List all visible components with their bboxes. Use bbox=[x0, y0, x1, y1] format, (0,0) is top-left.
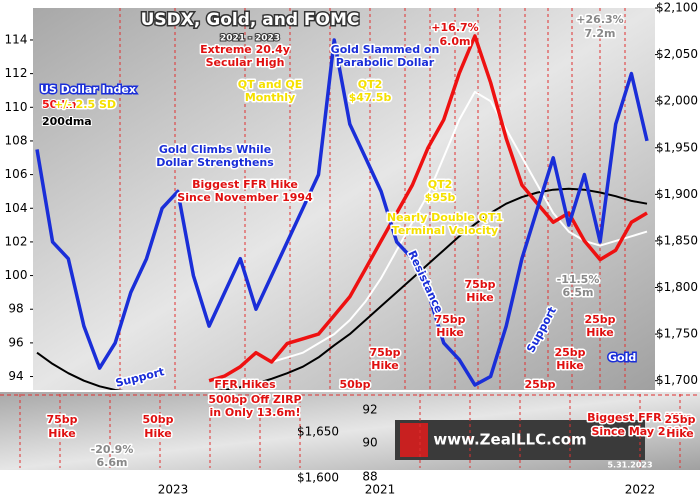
y-tick-label: 112 bbox=[5, 66, 28, 80]
logo-icon bbox=[400, 423, 428, 457]
annotation: Hike bbox=[144, 427, 171, 440]
annotation: Hike bbox=[371, 359, 398, 372]
annotation: Terminal Velocity bbox=[392, 224, 498, 237]
annotation: $1,650 bbox=[297, 425, 339, 439]
annotation: 75bp bbox=[434, 313, 465, 326]
annotation: 25bp bbox=[524, 378, 555, 391]
annotation: 50bp bbox=[339, 378, 370, 391]
annotation: 6.5m bbox=[563, 286, 594, 299]
y2-tick-label: $2,050 bbox=[656, 47, 698, 61]
annotation: Extreme 20.4y bbox=[200, 43, 290, 56]
annotation: 2021 bbox=[365, 483, 396, 497]
annotation: Biggest FFR Hike bbox=[192, 178, 298, 191]
annotation: 75bp bbox=[464, 278, 495, 291]
annotation: 88 bbox=[362, 470, 377, 484]
y-tick-label: 100 bbox=[5, 268, 28, 282]
y2-tick-label: $1,700 bbox=[656, 373, 698, 387]
series-line bbox=[35, 38, 649, 387]
series-line bbox=[208, 34, 648, 383]
annotation: Biggest FFR Hike bbox=[587, 411, 693, 424]
legend-label: 200dma bbox=[42, 115, 92, 128]
y-tick-label: 104 bbox=[5, 201, 28, 215]
annotation: 90 bbox=[362, 436, 377, 450]
annotation: Hike bbox=[556, 359, 583, 372]
y2-tick-label: $1,800 bbox=[656, 280, 698, 294]
annotation: 7.2m bbox=[585, 27, 616, 40]
annotation: Since May 2000 bbox=[592, 425, 689, 438]
annotation: -20.9% bbox=[91, 443, 134, 456]
y-tick-label: 110 bbox=[5, 100, 28, 114]
annotation: +/- 2.5 SD bbox=[54, 98, 116, 111]
y-tick-label: 108 bbox=[5, 133, 28, 147]
y2-tick-label: $1,750 bbox=[656, 327, 698, 341]
annotation: Hike bbox=[466, 291, 493, 304]
annotation: Hike bbox=[666, 427, 693, 440]
annotation: in Only 13.6m! bbox=[209, 406, 300, 419]
y2-tick-label: $2,100 bbox=[656, 1, 698, 15]
annotation: Hike bbox=[436, 326, 463, 339]
annotation: 25bp bbox=[584, 313, 615, 326]
annotation: 25bp bbox=[554, 346, 585, 359]
annotation: $1,600 bbox=[297, 471, 339, 485]
y-tick-label: 94 bbox=[8, 369, 23, 383]
annotation: 75bp bbox=[46, 413, 77, 426]
annotation: Monthly bbox=[245, 91, 295, 104]
y-tick-label: 98 bbox=[8, 302, 23, 316]
y-tick-label: 114 bbox=[5, 32, 28, 46]
y2-tick-label: $1,850 bbox=[656, 233, 698, 247]
annotation: FFR Hikes bbox=[214, 378, 276, 391]
series-line bbox=[36, 187, 648, 390]
annotation: Since November 1994 bbox=[177, 191, 313, 204]
annotation: 75bp bbox=[369, 346, 400, 359]
annotation: 6.6m bbox=[97, 456, 128, 469]
annotation: QT2 bbox=[358, 78, 383, 91]
annotation: www.ZealLLC.com bbox=[433, 431, 586, 449]
annotation: 500bp Off ZIRP bbox=[208, 393, 301, 406]
annotation: Hike bbox=[48, 427, 75, 440]
annotation: Dollar Strengthens bbox=[156, 156, 274, 169]
y-tick-label: 106 bbox=[5, 167, 28, 181]
annotation: $47.5b bbox=[349, 91, 392, 104]
annotation: Secular High bbox=[206, 56, 285, 69]
annotation: +16.7% bbox=[431, 21, 478, 34]
legend-label: US Dollar Index bbox=[40, 83, 136, 96]
annotation: 2023 bbox=[158, 483, 189, 497]
y-tick-label: 96 bbox=[8, 335, 23, 349]
annotation: 25bp bbox=[664, 413, 695, 426]
y2-tick-label: $1,950 bbox=[656, 140, 698, 154]
annotation: 6.0m bbox=[440, 35, 471, 48]
annotation: Nearly Double QT1 bbox=[387, 211, 503, 224]
annotation: $95b bbox=[425, 191, 456, 204]
annotation: -11.5% bbox=[557, 273, 600, 286]
y2-tick-label: $1,900 bbox=[656, 187, 698, 201]
annotation: 50bp bbox=[142, 413, 173, 426]
annotation: 92 bbox=[362, 403, 377, 417]
annotation: QT and QE bbox=[238, 78, 303, 91]
y2-tick-label: $2,000 bbox=[656, 94, 698, 108]
legend-label: 50dma bbox=[42, 98, 84, 111]
annotation: Gold Slammed on bbox=[331, 43, 440, 56]
annotation: Gold Climbs While bbox=[159, 143, 271, 156]
legend-label: Gold bbox=[608, 351, 636, 364]
annotation: 5.31.2023 bbox=[607, 461, 652, 470]
chart-subtitle: 2021 - 2023 bbox=[220, 34, 280, 44]
annotation: Parabolic Dollar bbox=[336, 56, 435, 69]
chart-title: USDX, Gold, and FOMC bbox=[141, 10, 360, 30]
annotation: QT2 bbox=[428, 178, 453, 191]
annotation: 2022 bbox=[625, 483, 656, 497]
y-tick-label: 102 bbox=[5, 234, 28, 248]
annotation: +26.3% bbox=[576, 13, 623, 26]
annotation: Hike bbox=[586, 326, 613, 339]
